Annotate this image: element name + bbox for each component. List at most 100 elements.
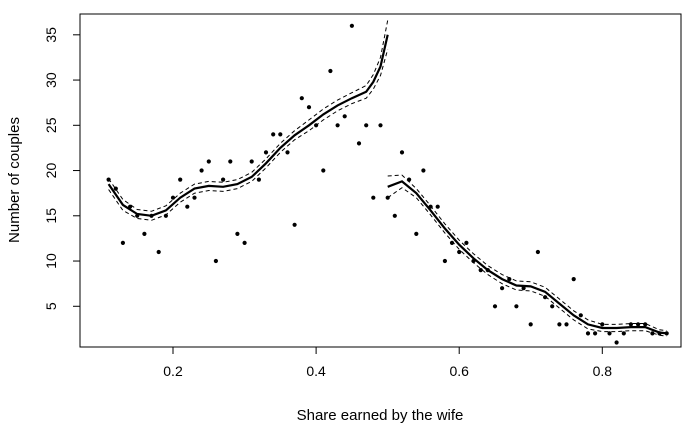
- data-point: [478, 268, 483, 273]
- data-point: [578, 313, 583, 318]
- data-point: [328, 68, 333, 74]
- data-point: [593, 331, 598, 336]
- data-point: [621, 331, 626, 336]
- data-point: [221, 177, 226, 182]
- data-point: [492, 304, 498, 309]
- fit-left-line: [107, 34, 389, 217]
- data-point: [364, 123, 369, 128]
- data-point: [285, 150, 290, 155]
- data-point: [271, 132, 276, 137]
- x-axis-label: Share earned by the wife: [297, 407, 464, 424]
- data-point: [213, 258, 218, 264]
- data-point: [543, 295, 548, 300]
- data-point: [392, 213, 397, 218]
- data-point: [120, 240, 125, 245]
- data-point: [342, 114, 347, 119]
- data-point: [435, 204, 440, 209]
- data-point: [643, 322, 648, 327]
- data-point: [113, 186, 118, 191]
- data-point: [206, 159, 211, 164]
- data-point: [135, 213, 140, 218]
- y-tick-label: 10: [43, 253, 59, 269]
- data-point: [163, 213, 168, 218]
- data-point: [278, 132, 283, 137]
- data-point: [335, 123, 340, 128]
- data-point: [507, 277, 512, 282]
- data-point: [650, 331, 655, 336]
- x-tick-label: 0.8: [593, 363, 613, 379]
- data-point: [564, 322, 569, 327]
- data-point: [378, 123, 383, 128]
- data-point: [657, 331, 662, 336]
- data-point: [349, 23, 354, 28]
- y-tick-label: 15: [43, 208, 59, 224]
- data-point: [535, 249, 541, 255]
- fit-right-line: [387, 180, 667, 335]
- data-point: [600, 322, 605, 327]
- plot-frame: [79, 13, 682, 348]
- data-point: [235, 231, 240, 236]
- y-axis-label: Number of couples: [6, 117, 23, 243]
- fit-right-lower-band: [387, 187, 667, 337]
- data-point: [521, 286, 526, 291]
- data-point: [178, 177, 183, 182]
- data-point: [614, 340, 619, 345]
- y-tick-label: 5: [43, 302, 59, 310]
- data-point: [407, 177, 412, 182]
- fit-left-lower-band: [108, 49, 389, 221]
- data-point: [399, 150, 405, 155]
- data-point: [156, 249, 161, 255]
- y-tick-label: 30: [43, 72, 59, 88]
- data-point: [464, 240, 469, 245]
- y-tick-label: 20: [43, 163, 59, 179]
- data-point: [514, 304, 519, 309]
- data-point: [199, 168, 204, 173]
- data-point: [442, 258, 447, 264]
- data-point: [228, 159, 233, 164]
- data-point: [571, 277, 576, 282]
- data-point: [607, 331, 612, 336]
- data-point: [299, 96, 304, 101]
- data-point: [421, 168, 426, 173]
- data-point: [636, 322, 641, 327]
- fit-left-upper-band: [108, 20, 389, 212]
- data-point: [185, 204, 190, 209]
- data-point: [128, 204, 133, 209]
- data-point: [550, 304, 555, 309]
- data-point: [371, 195, 376, 200]
- data-point: [356, 141, 362, 146]
- data-point: [314, 123, 319, 128]
- data-point: [321, 168, 326, 173]
- data-point: [170, 195, 176, 200]
- data-point: [471, 258, 476, 264]
- data-point: [414, 231, 419, 236]
- y-tick-label: 25: [43, 117, 59, 133]
- data-point: [306, 105, 312, 110]
- data-point: [457, 249, 462, 255]
- data-point: [242, 240, 247, 245]
- x-tick-label: 0.4: [306, 363, 326, 379]
- data-point: [557, 322, 562, 327]
- y-tick-label: 35: [43, 27, 59, 43]
- fit-right-upper-band: [387, 174, 667, 332]
- data-point: [585, 331, 591, 336]
- data-point: [500, 286, 505, 291]
- x-tick-label: 0.2: [163, 363, 183, 379]
- data-point: [149, 213, 154, 218]
- data-point: [263, 150, 269, 155]
- data-point: [106, 177, 111, 182]
- data-point: [449, 240, 455, 245]
- data-point: [192, 195, 197, 200]
- data-point: [528, 322, 533, 327]
- data-point: [628, 322, 634, 327]
- data-point: [292, 222, 297, 227]
- data-point: [485, 268, 490, 273]
- data-point: [249, 159, 254, 164]
- data-point: [142, 231, 147, 236]
- data-point: [664, 331, 669, 336]
- data-point: [428, 204, 433, 209]
- data-point: [256, 177, 261, 182]
- x-tick-label: 0.6: [449, 363, 469, 379]
